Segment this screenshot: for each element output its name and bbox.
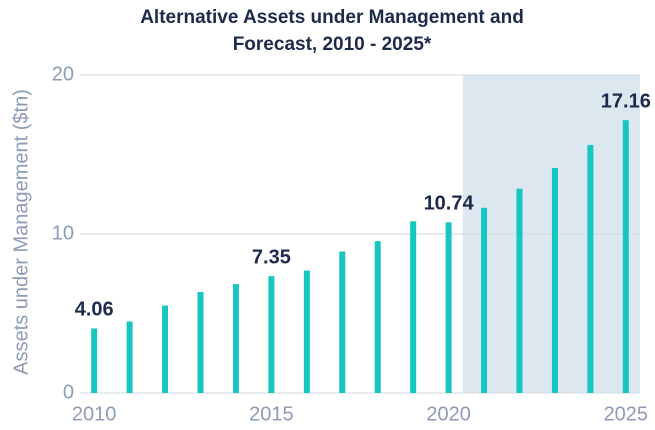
bar — [303, 270, 310, 393]
value-label: 4.06 — [75, 299, 114, 321]
chart-title: Forecast, 2010 - 2025* — [233, 34, 432, 55]
bar — [445, 222, 452, 393]
y-tick-label: 20 — [52, 63, 74, 85]
x-tick-label: 2025 — [604, 403, 649, 425]
bar — [481, 207, 488, 393]
bar — [268, 276, 275, 393]
y-axis-label: Assets under Management ($tn) — [10, 89, 32, 375]
bar — [126, 321, 133, 393]
bar — [232, 284, 239, 393]
bar — [91, 328, 98, 393]
bar — [622, 120, 629, 393]
bar — [197, 292, 204, 393]
x-tick-label: 2010 — [72, 403, 117, 425]
chart-title: Alternative Assets under Management and — [140, 7, 524, 28]
bar — [339, 251, 346, 393]
value-label: 17.16 — [601, 90, 651, 112]
bar — [410, 221, 417, 393]
bar — [551, 168, 558, 393]
bar — [516, 188, 523, 393]
bar — [587, 144, 594, 393]
x-tick-label: 2015 — [249, 403, 294, 425]
bar — [374, 241, 381, 393]
value-label: 7.35 — [252, 246, 291, 268]
value-label: 10.74 — [424, 193, 475, 215]
bar — [162, 305, 169, 393]
y-tick-label: 10 — [52, 222, 74, 244]
x-tick-label: 2020 — [426, 403, 471, 425]
y-tick-label: 0 — [63, 381, 74, 403]
